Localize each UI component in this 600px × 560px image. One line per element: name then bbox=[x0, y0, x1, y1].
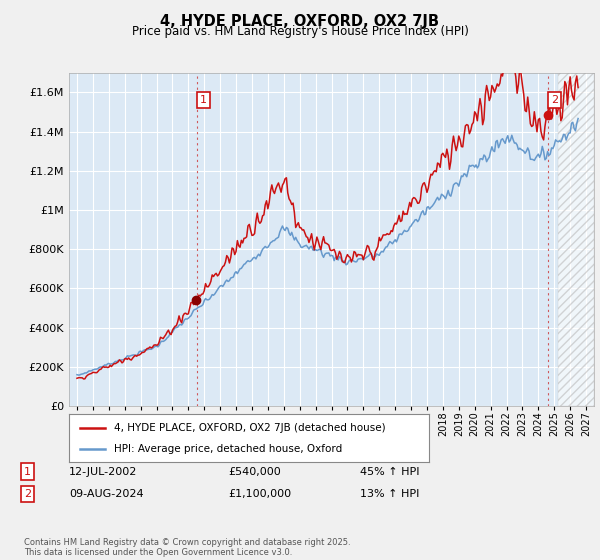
Text: 09-AUG-2024: 09-AUG-2024 bbox=[69, 489, 143, 499]
Text: £540,000: £540,000 bbox=[228, 466, 281, 477]
Text: Contains HM Land Registry data © Crown copyright and database right 2025.
This d: Contains HM Land Registry data © Crown c… bbox=[24, 538, 350, 557]
Text: 1: 1 bbox=[24, 466, 31, 477]
Text: 45% ↑ HPI: 45% ↑ HPI bbox=[360, 466, 419, 477]
Text: £1,100,000: £1,100,000 bbox=[228, 489, 291, 499]
Text: 4, HYDE PLACE, OXFORD, OX2 7JB (detached house): 4, HYDE PLACE, OXFORD, OX2 7JB (detached… bbox=[114, 423, 386, 433]
Text: HPI: Average price, detached house, Oxford: HPI: Average price, detached house, Oxfo… bbox=[114, 444, 342, 454]
Text: 2: 2 bbox=[24, 489, 31, 499]
Text: 1: 1 bbox=[200, 95, 207, 105]
Text: 12-JUL-2002: 12-JUL-2002 bbox=[69, 466, 137, 477]
Text: Price paid vs. HM Land Registry's House Price Index (HPI): Price paid vs. HM Land Registry's House … bbox=[131, 25, 469, 38]
Text: 2: 2 bbox=[551, 95, 559, 105]
Text: 13% ↑ HPI: 13% ↑ HPI bbox=[360, 489, 419, 499]
Text: 4, HYDE PLACE, OXFORD, OX2 7JB: 4, HYDE PLACE, OXFORD, OX2 7JB bbox=[161, 14, 439, 29]
